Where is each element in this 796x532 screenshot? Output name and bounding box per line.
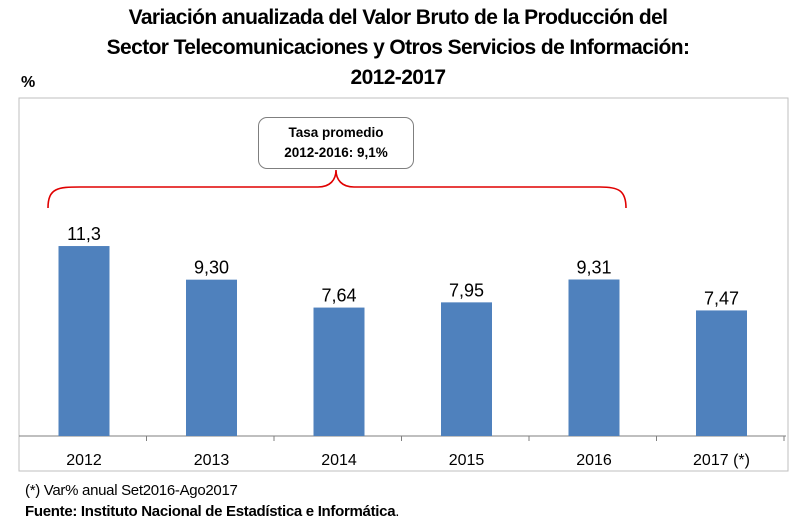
x-tick-label: 2014: [321, 452, 357, 469]
bar-2014: [313, 307, 365, 436]
bar-2016: [568, 279, 620, 436]
x-tick-label: 2017 (*): [693, 452, 750, 469]
y-unit-label: %: [21, 74, 36, 91]
average-rate-label: Tasa promedio: [288, 125, 384, 140]
x-tick-label: 2016: [576, 452, 612, 469]
bar-2017: [696, 310, 747, 436]
source-end: .: [395, 503, 400, 520]
bar-2013: [186, 279, 237, 436]
chart-title-line-3: 2012-2017: [350, 66, 446, 89]
source-label: Fuente: Instituto Nacional de Estadístic…: [25, 503, 396, 520]
bar-2015: [441, 302, 492, 436]
average-rate-value: 2012-2016: 9,1%: [284, 145, 388, 160]
x-tick-label: 2012: [66, 452, 102, 469]
data-label: 9,31: [576, 257, 611, 277]
data-label: 9,30: [194, 258, 229, 278]
chart-title-line-1: Variación anualizada del Valor Bruto de …: [128, 6, 668, 29]
average-bracket: [47, 169, 627, 209]
data-label: 11,3: [67, 224, 101, 244]
plot-frame: [18, 97, 789, 472]
x-tick-label: 2013: [194, 452, 230, 469]
footnote: (*) Var% anual Set2016-Ago2017: [25, 482, 238, 499]
average-rate-callout: Tasa promedio 2012-2016: 9,1%: [258, 117, 414, 169]
data-label: 7,47: [704, 288, 739, 308]
chart-title-line-2: Sector Telecomunicaciones y Otros Servic…: [106, 36, 690, 59]
source-line: Fuente: Instituto Nacional de Estadístic…: [25, 503, 399, 520]
x-tick-label: 2015: [449, 452, 485, 469]
data-label: 7,95: [449, 280, 484, 300]
data-label: 7,64: [321, 286, 356, 306]
bar-2012: [58, 246, 110, 436]
